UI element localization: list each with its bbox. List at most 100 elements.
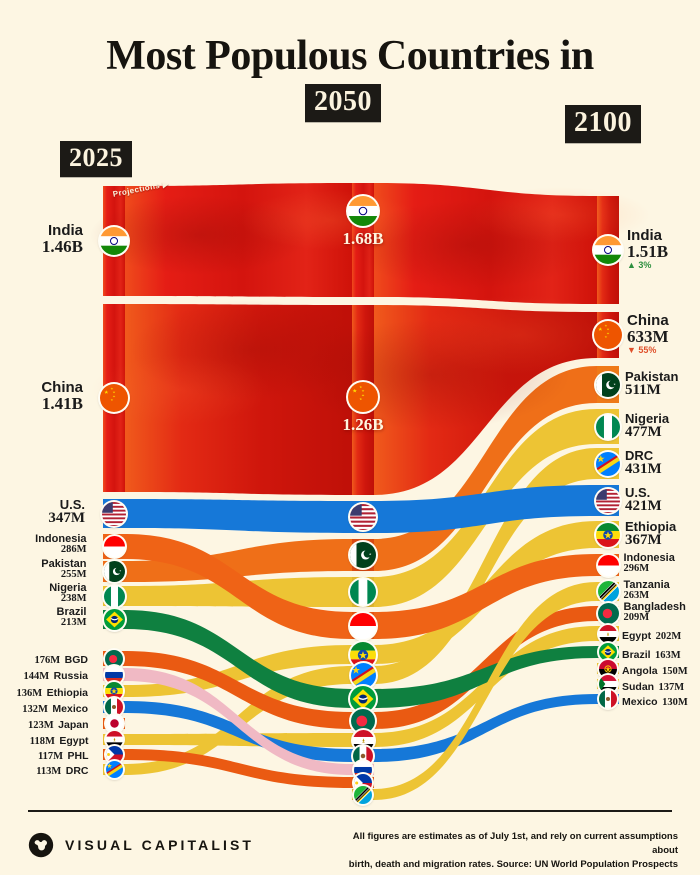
flag------china-icon: [348, 382, 378, 412]
flag------india-icon: [348, 196, 378, 226]
flag------ethiopia-icon: [596, 522, 620, 547]
country-name: Nigeria: [625, 410, 670, 426]
node-label-2100-bangladesh: Bangladesh 209M: [623, 600, 686, 624]
flag------japan-icon: [105, 715, 123, 732]
flag------pakistan-icon: [350, 542, 376, 568]
flag------bangladesh-icon: [351, 708, 375, 733]
sankey-chart: [0, 175, 700, 810]
flag------angola-icon: [599, 659, 617, 678]
population-value: 202M: [655, 631, 682, 643]
country-name: Nigeria: [49, 582, 87, 595]
country-name: Ethiopia: [625, 518, 677, 534]
country-name: Mexico: [622, 695, 658, 708]
node-label-2025-russia: 144M Russia: [23, 667, 88, 683]
flag------egypt-icon: [599, 624, 617, 643]
country-name: Mexico: [52, 702, 88, 715]
country-name: Russia: [53, 670, 88, 683]
population-value: 633M: [627, 326, 669, 346]
flag------pakistan-icon: [596, 372, 620, 397]
population-value: 130M: [662, 696, 688, 708]
country-name: Sudan: [622, 680, 655, 693]
country-name: PHL: [67, 750, 89, 763]
country-name: Brazil: [56, 605, 87, 618]
brand-wordmark: VISUAL CAPITALIST: [65, 837, 255, 853]
population-value: 176M: [34, 655, 61, 667]
population-value: 137M: [658, 681, 685, 693]
flag------india-icon: [594, 236, 622, 264]
country-name: DRC: [65, 765, 89, 778]
country-name: Brazil: [622, 648, 651, 661]
node-label-2025-us: U.S. 347M: [48, 498, 85, 526]
flag------bangladesh-icon: [597, 603, 619, 624]
flag------mexico-icon: [353, 745, 373, 766]
flag------nigeria-icon: [103, 585, 125, 607]
country-name: Japan: [58, 719, 89, 732]
flag------pakistan-icon: [103, 561, 125, 582]
flag------china-icon: [594, 321, 622, 349]
node-label-2025-china: China 1.41B: [41, 380, 83, 412]
node-label-2100-sudan: Sudan 137M: [622, 678, 684, 694]
node-label-2025-pakistan: Pakistan 255M: [41, 557, 87, 581]
population-value: 477M: [625, 423, 662, 440]
country-name: U.S.: [625, 484, 651, 500]
flag------india-icon: [100, 227, 128, 255]
node-label-2025-japan: 123M Japan: [28, 716, 88, 732]
footer-divider: [28, 810, 672, 812]
country-name: Tanzania: [623, 578, 670, 591]
node-label-2100-tanzania: Tanzania 263M: [623, 578, 670, 602]
node-label-2100-angola: Angola 150M: [622, 662, 688, 678]
flag------china-icon: [100, 384, 128, 412]
visual-capitalist-mark: [28, 832, 54, 858]
change-indicator: ▼ 55%: [627, 344, 657, 355]
node-label-2100-egypt: Egypt 202M: [622, 627, 681, 643]
flag------egypt-icon: [105, 731, 123, 748]
node-label-2025-indonesia: Indonesia 286M: [35, 532, 87, 556]
node-label-2100-india: India 1.51B ▲ 3%: [627, 228, 668, 270]
node-label-2025-mexico: 132M Mexico: [22, 700, 88, 716]
flag------drc-icon: [105, 761, 123, 778]
node-label-2025-egypt: 118M Egypt: [30, 732, 89, 748]
population-value: 123M: [28, 720, 54, 732]
country-name: Bangladesh: [623, 600, 686, 613]
flag------u-s--icon: [350, 504, 376, 530]
flag------nigeria-icon: [596, 414, 620, 439]
population-value: 347M: [48, 509, 85, 526]
country-name: Egypt: [59, 735, 89, 748]
node-label-2025-bgd: 176M BGD: [35, 651, 88, 667]
country-name: Indonesia: [35, 532, 87, 545]
flag------russia-icon: [105, 665, 123, 684]
flag------drc-icon: [596, 451, 620, 476]
page-title: Most Populous Countries in: [106, 33, 594, 79]
population-value: 263M: [623, 589, 650, 601]
node-label-2025-phl: 117M PHL: [38, 747, 89, 763]
population-value: 1.41B: [41, 394, 83, 413]
country-name: Pakistan: [625, 368, 679, 384]
node-label-2100-nigeria: Nigeria 477M: [625, 412, 669, 440]
flag------nigeria-icon: [350, 579, 376, 605]
population-value: 255M: [60, 568, 87, 580]
country-name: Angola: [622, 665, 658, 678]
country-name: Indonesia: [623, 552, 675, 565]
flag------bgd-icon: [105, 649, 123, 668]
country-name: Pakistan: [41, 557, 87, 570]
year-badge-2050: 2050: [305, 84, 381, 122]
population-value: 431M: [625, 460, 662, 477]
population-value: 421M: [625, 497, 662, 514]
flag------brazil-icon: [599, 643, 617, 661]
flag------indonesia-icon: [597, 554, 619, 576]
node-value-2050-india: 1.68B: [342, 229, 384, 248]
population-value: 163M: [655, 649, 681, 661]
flag------brazil-icon: [350, 685, 376, 712]
population-value: 213M: [60, 616, 87, 628]
flag------drc-icon: [350, 662, 376, 688]
population-value: 1.46B: [41, 237, 83, 256]
population-value: 367M: [625, 531, 662, 548]
node-label-2100-drc: DRC 431M: [625, 449, 662, 477]
population-value: 296M: [623, 563, 650, 575]
flag------u-s--icon: [596, 488, 620, 513]
country-name: DRC: [625, 447, 654, 463]
population-value: 117M: [37, 751, 64, 763]
flag------brazil-icon: [103, 609, 125, 630]
node-label-2100-mexico: Mexico 130M: [622, 693, 688, 709]
